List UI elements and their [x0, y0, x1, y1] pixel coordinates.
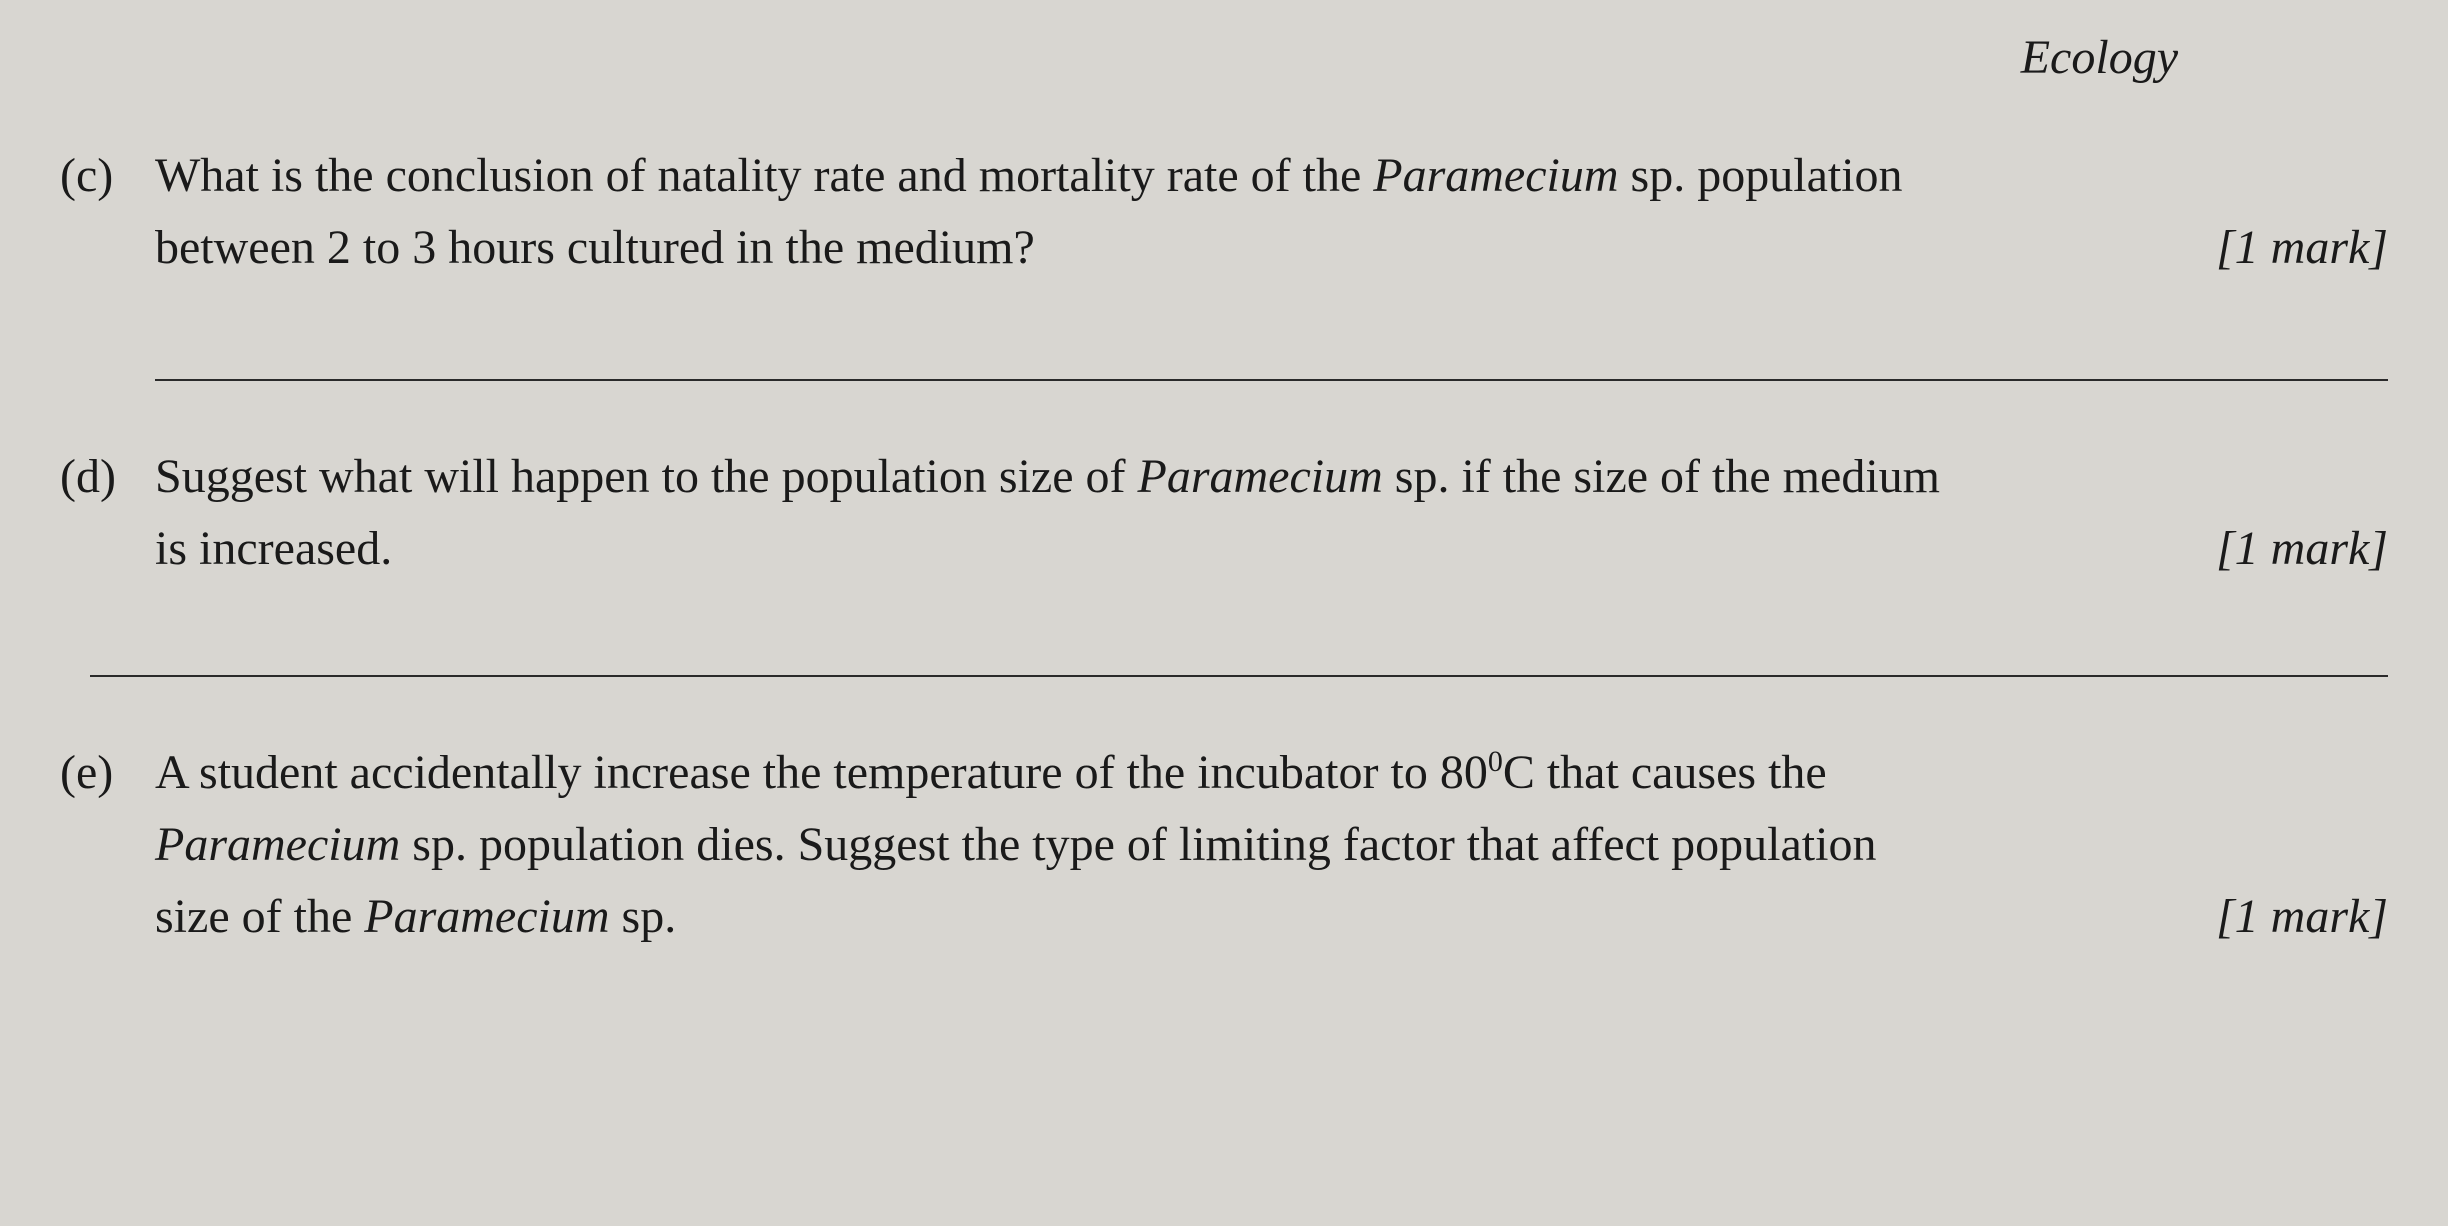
question-e-body: A student accidentally increase the temp…	[155, 737, 2388, 953]
question-d-marks: [1 mark]	[2216, 513, 2388, 585]
question-e-text3-part2: sp.	[610, 890, 677, 943]
question-e-line3: size of the Paramecium sp.	[155, 881, 2196, 953]
question-d-wrapper: (d) Suggest what will happen to the popu…	[60, 441, 2388, 585]
question-d-line1: Suggest what will happen to the populati…	[155, 441, 2388, 513]
question-d-label: (d)	[60, 441, 155, 513]
question-e: (e) A student accidentally increase the …	[60, 737, 2388, 953]
question-e-italic2: Paramecium	[364, 890, 609, 943]
question-c: (c) What is the conclusion of natality r…	[60, 140, 2388, 381]
question-e-text3-part1: size of the	[155, 890, 364, 943]
question-d-italic1: Paramecium	[1138, 450, 1383, 503]
question-d-text-after-italic1: sp. if the size of the medium	[1383, 450, 1940, 503]
question-d-text1: Suggest what will happen to the populati…	[155, 450, 1138, 503]
question-c-answer-line	[155, 379, 2388, 381]
question-e-text1-part2: C that causes the	[1503, 746, 1827, 799]
question-c-italic1: Paramecium	[1373, 149, 1618, 202]
question-c-body: What is the conclusion of natality rate …	[155, 140, 2388, 284]
question-e-line3-wrapper: size of the Paramecium sp. [1 mark]	[155, 881, 2388, 953]
question-c-text1: What is the conclusion of natality rate …	[155, 149, 1373, 202]
question-e-text2-part1: sp. population dies. Suggest the type of…	[400, 818, 1876, 871]
question-d-answer-line	[90, 675, 2388, 677]
question-d: (d) Suggest what will happen to the popu…	[60, 441, 2388, 677]
question-c-line1: What is the conclusion of natality rate …	[155, 140, 2388, 212]
question-d-line2: is increased.	[155, 513, 2196, 585]
question-c-wrapper: (c) What is the conclusion of natality r…	[60, 140, 2388, 284]
question-e-label: (e)	[60, 737, 155, 809]
page-header-subject: Ecology	[2021, 30, 2178, 85]
questions-container: (c) What is the conclusion of natality r…	[50, 140, 2398, 953]
question-e-italic1: Paramecium	[155, 818, 400, 871]
question-c-marks: [1 mark]	[2216, 212, 2388, 284]
question-d-body: Suggest what will happen to the populati…	[155, 441, 2388, 585]
question-d-line2-wrapper: is increased. [1 mark]	[155, 513, 2388, 585]
question-c-label: (c)	[60, 140, 155, 212]
question-c-line2: between 2 to 3 hours cultured in the med…	[155, 212, 2196, 284]
question-e-superscript: 0	[1488, 745, 1503, 778]
question-e-marks: [1 mark]	[2216, 881, 2388, 953]
question-e-text1-part1: A student accidentally increase the temp…	[155, 746, 1488, 799]
question-e-wrapper: (e) A student accidentally increase the …	[60, 737, 2388, 953]
question-e-line2: Paramecium sp. population dies. Suggest …	[155, 809, 2388, 881]
question-e-line1: A student accidentally increase the temp…	[155, 737, 2388, 809]
question-c-line2-wrapper: between 2 to 3 hours cultured in the med…	[155, 212, 2388, 284]
question-c-text-after-italic1: sp. population	[1619, 149, 1903, 202]
